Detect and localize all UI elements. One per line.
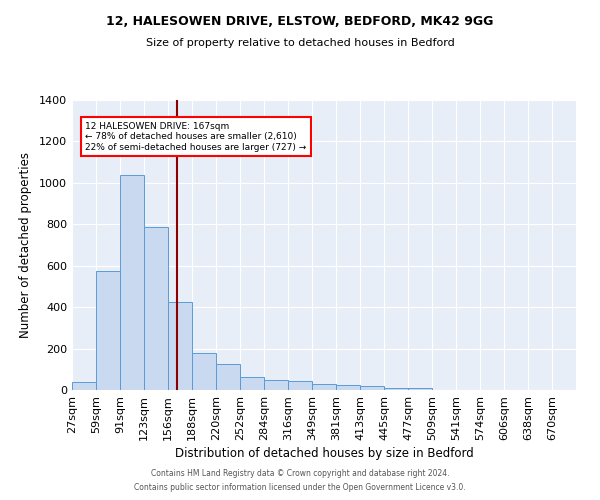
Bar: [313, 384, 337, 390]
Text: 12 HALESOWEN DRIVE: 167sqm
← 78% of detached houses are smaller (2,610)
22% of s: 12 HALESOWEN DRIVE: 167sqm ← 78% of deta…: [85, 122, 307, 152]
Bar: [169, 302, 192, 390]
Bar: [120, 174, 143, 390]
Bar: [72, 382, 96, 390]
Bar: [216, 364, 240, 390]
Bar: [192, 352, 216, 390]
Text: Contains public sector information licensed under the Open Government Licence v3: Contains public sector information licen…: [134, 484, 466, 492]
Y-axis label: Number of detached properties: Number of detached properties: [19, 152, 32, 338]
Text: Contains HM Land Registry data © Crown copyright and database right 2024.: Contains HM Land Registry data © Crown c…: [151, 468, 449, 477]
Bar: [337, 386, 360, 390]
Bar: [143, 228, 169, 390]
Bar: [264, 380, 288, 390]
Bar: [240, 376, 264, 390]
Bar: [360, 386, 384, 390]
X-axis label: Distribution of detached houses by size in Bedford: Distribution of detached houses by size …: [175, 447, 473, 460]
Bar: [408, 388, 432, 390]
Text: 12, HALESOWEN DRIVE, ELSTOW, BEDFORD, MK42 9GG: 12, HALESOWEN DRIVE, ELSTOW, BEDFORD, MK…: [106, 15, 494, 28]
Bar: [288, 380, 313, 390]
Text: Size of property relative to detached houses in Bedford: Size of property relative to detached ho…: [146, 38, 454, 48]
Bar: [384, 388, 408, 390]
Bar: [96, 271, 120, 390]
